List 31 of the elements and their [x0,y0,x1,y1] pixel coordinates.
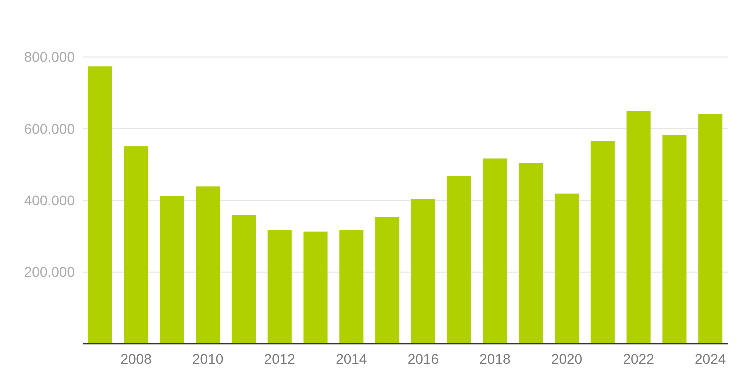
bar [196,186,220,344]
bar [160,196,184,344]
x-tick-label: 2020 [551,351,583,367]
bar [376,217,400,344]
bar [483,158,508,344]
bar [304,232,328,344]
bar [626,111,651,344]
x-tick-label: 2012 [264,351,296,367]
bar [268,230,292,344]
bar [232,215,256,344]
bar [554,194,580,344]
y-tick-label: 800.000 [24,49,76,66]
x-tick-label: 2010 [192,351,224,367]
bar [590,141,615,344]
bar [519,163,544,344]
y-tick-label: 600.000 [24,120,76,137]
x-tick-label: 2022 [623,351,655,367]
bar [447,176,472,344]
bar [662,135,687,344]
x-tick-label: 2014 [336,351,368,367]
x-tick-label: 2018 [480,351,512,367]
bar [124,146,148,344]
bar [698,114,723,344]
bar [411,199,436,344]
bar [340,230,364,344]
x-tick-label: 2016 [408,351,440,367]
bar [88,66,112,344]
x-tick-label: 2024 [695,351,726,367]
y-tick-label: 400.000 [24,192,76,209]
y-tick-label: 200.000 [24,264,76,280]
x-tick-label: 2008 [120,351,152,367]
